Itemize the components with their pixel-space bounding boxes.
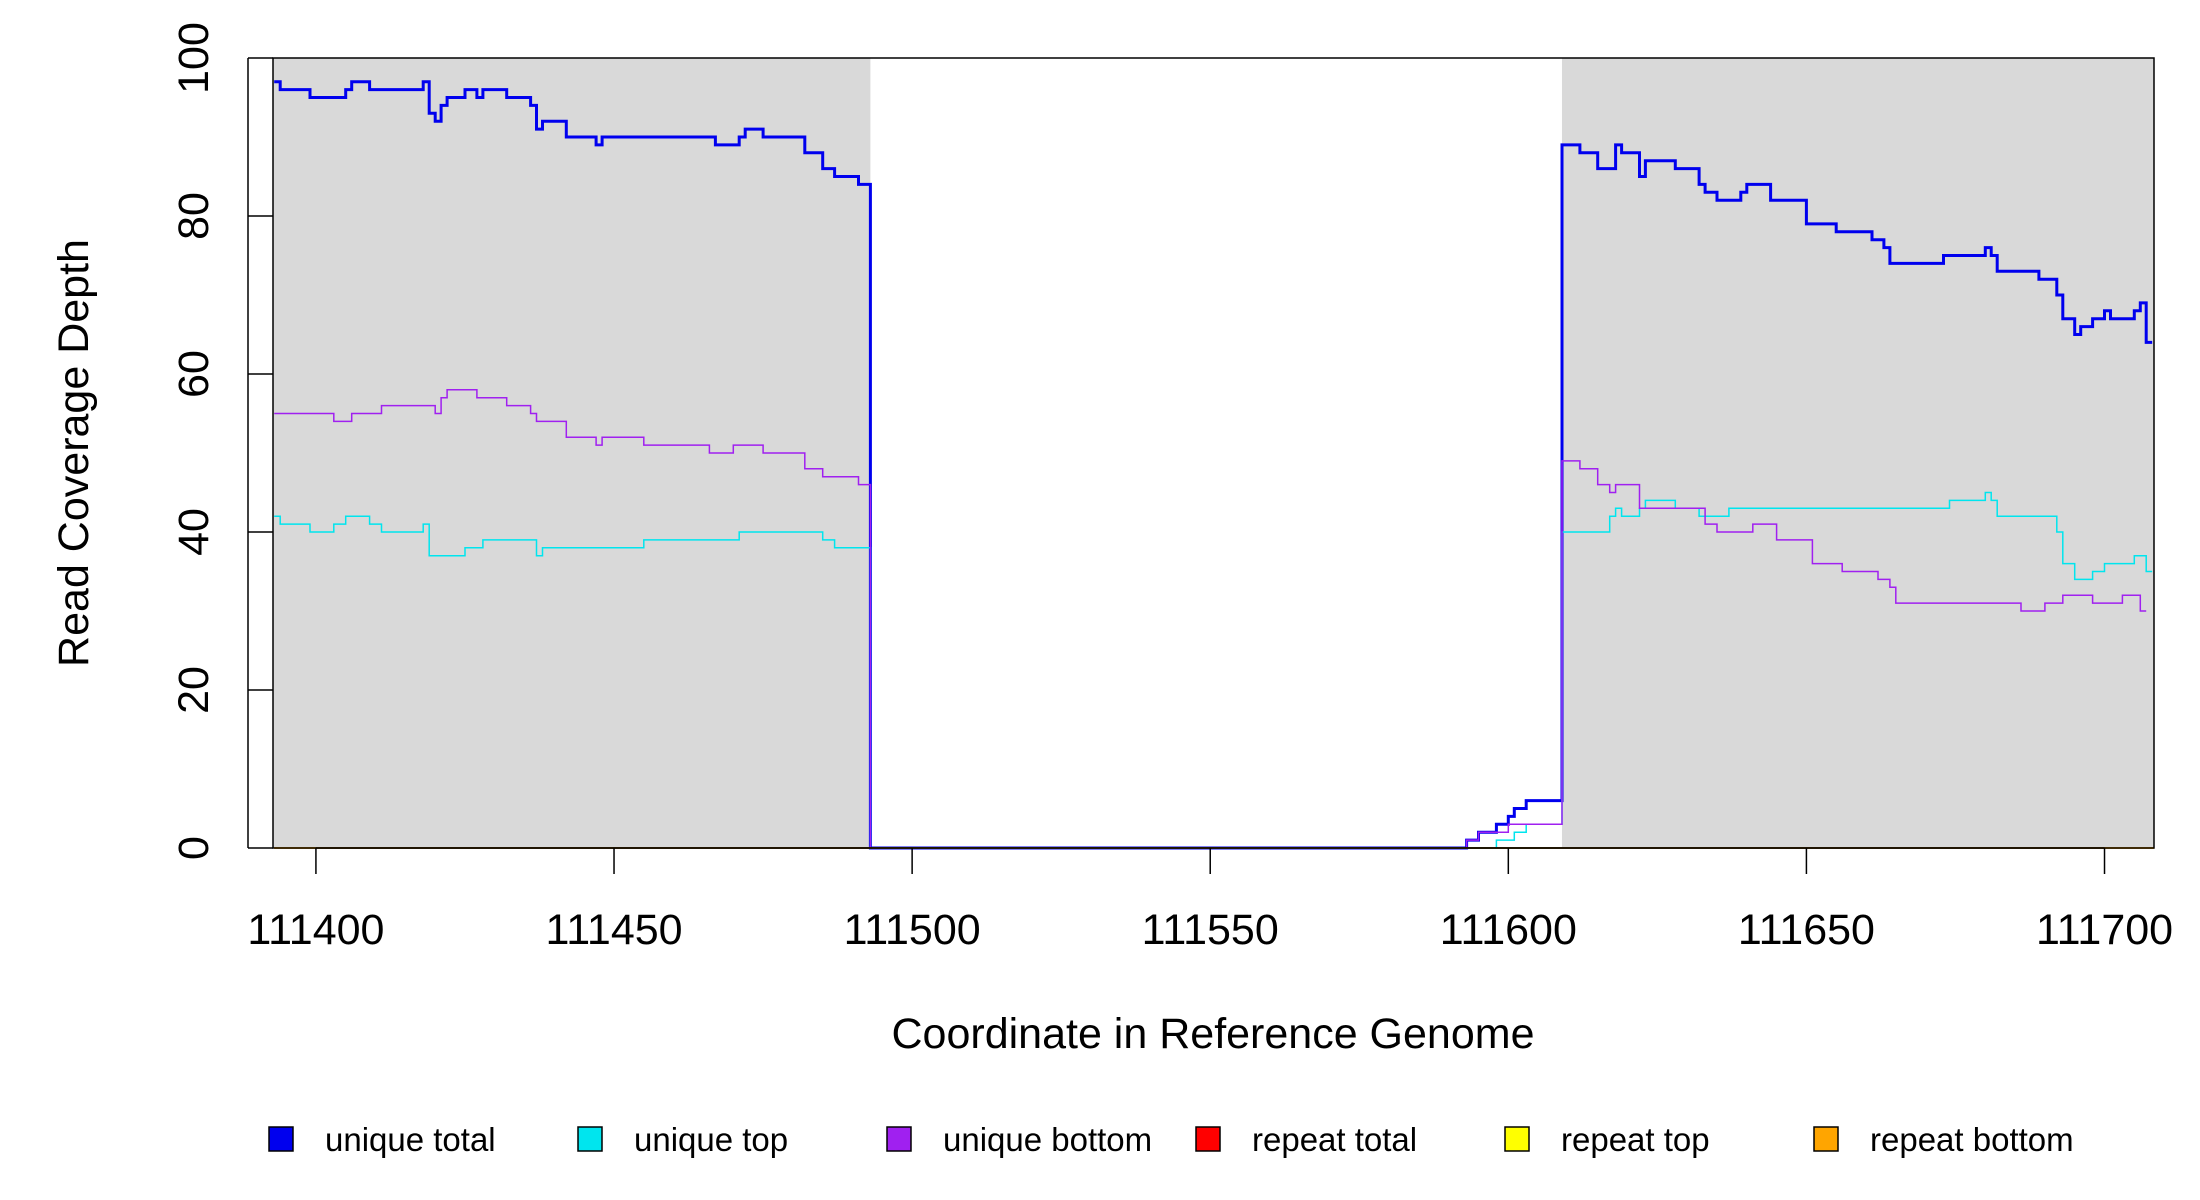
legend-swatch <box>1813 1126 1839 1152</box>
legend-item-repeat-bottom: repeat bottom <box>1813 1121 2074 1158</box>
legend-label: unique top <box>634 1121 788 1158</box>
legend-swatch <box>268 1126 294 1152</box>
y-axis-title: Read Coverage Depth <box>50 239 98 667</box>
legend-label: repeat bottom <box>1870 1121 2074 1158</box>
legend-label: repeat total <box>1252 1121 1417 1158</box>
x-tick-label: 111450 <box>545 906 682 954</box>
legend-item-repeat-top: repeat top <box>1504 1121 1710 1158</box>
legend-swatch <box>1195 1126 1221 1152</box>
y-axis: 0 20 40 60 80 100 <box>170 22 273 860</box>
legend-item-unique-bottom: unique bottom <box>886 1121 1152 1158</box>
y-tick-label: 0 <box>170 836 218 860</box>
x-tick-label: 111550 <box>1142 906 1279 954</box>
y-tick-label: 40 <box>170 508 218 556</box>
y-tick-label: 80 <box>170 192 218 240</box>
series-line-unique-total <box>274 80 2153 850</box>
legend-swatch <box>1504 1126 1530 1152</box>
legend-item-unique-total: unique total <box>268 1121 496 1158</box>
legend-item-unique-top: unique top <box>577 1121 788 1158</box>
shaded-region-2 <box>1561 58 2154 848</box>
shaded-regions <box>273 58 2154 848</box>
legend-swatch <box>577 1126 603 1152</box>
x-tick-label: 111400 <box>247 906 384 954</box>
legend: unique total unique top unique bottom repea… <box>268 1121 2074 1158</box>
legend-label: unique bottom <box>943 1121 1152 1158</box>
x-tick-label: 111600 <box>1440 906 1577 954</box>
legend-label: repeat top <box>1561 1121 1710 1158</box>
legend-swatch <box>886 1126 912 1152</box>
x-tick-label: 111700 <box>2036 906 2173 954</box>
series-line-unique-bottom <box>274 389 2147 849</box>
legend-label: unique total <box>325 1121 496 1158</box>
y-tick-label: 60 <box>170 350 218 398</box>
x-tick-label: 111650 <box>1738 906 1875 954</box>
x-tick-label: 111500 <box>844 906 981 954</box>
legend-item-repeat-total: repeat total <box>1195 1121 1417 1158</box>
x-axis-title: Coordinate in Reference Genome <box>892 1010 1535 1058</box>
y-tick-label: 100 <box>170 22 218 94</box>
y-tick-label: 20 <box>170 666 218 714</box>
x-axis: 111400 111450 111500 111550 111600 111650 1117… <box>247 847 2173 954</box>
